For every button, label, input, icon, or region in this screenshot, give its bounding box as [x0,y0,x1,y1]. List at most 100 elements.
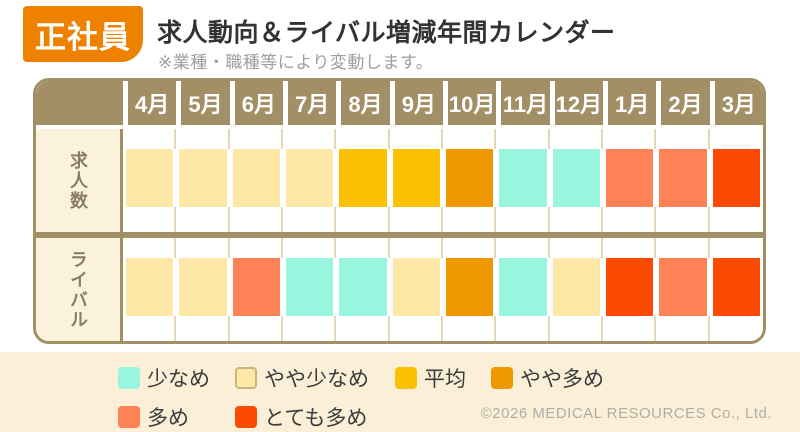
month-header: 9月 [389,81,443,125]
legend-label: やや少なめ [264,368,369,391]
legend-swatch [491,367,513,389]
cell-level-やや少なめ [552,258,600,316]
cell-level-少なめ [339,258,387,316]
cell-spacer [442,129,497,149]
row-label-text: 求人数 [68,150,88,211]
row-label: ライバル [36,238,123,341]
month-header: 2月 [656,81,710,125]
calendar-cell [656,258,710,316]
legend-swatch [118,406,140,428]
calendar-cell [176,258,230,316]
cell-spacer [229,316,283,341]
cell-spacer [602,207,657,232]
cell-spacer [389,129,443,149]
legend-swatch [118,367,140,389]
cell-level-やや少なめ [179,258,227,316]
calendar-cell [123,149,177,207]
legend-item: 平均 [395,363,491,393]
cell-spacer [336,316,390,341]
legend-item: やや多め [491,363,641,393]
cell-spacer [709,129,763,149]
cell-level-とても多め [605,258,654,316]
legend-label: やや多め [520,368,604,391]
cell-spacer [656,207,710,232]
cell-spacer [709,238,763,258]
month-header: 1月 [602,81,657,125]
page-title: 求人動向＆ライバル増減年間カレンダー [157,19,616,47]
cell-spacer [656,129,710,149]
cell-spacer [602,238,657,258]
legend-band: 少なめ やや少なめ 平均 やや多め多め とても多め ©2026 MEDICAL RESO… [0,352,800,432]
employment-type-badge: 正社員 [23,6,143,62]
cell-spacer [123,129,177,149]
cell-level-少なめ [499,258,547,316]
calendar-cell [602,149,657,207]
cell-level-少なめ [499,149,547,207]
row-label-text: ライバル [68,249,88,330]
cell-spacer [602,316,657,341]
cell-spacer [549,207,603,232]
legend-label: 多め [147,407,189,430]
cell-spacer [336,238,390,258]
copyright-text: ©2026 MEDICAL RESOURCES Co., Ltd. [480,405,772,422]
calendar-row: 求人数 [36,129,763,232]
legend-label: 平均 [424,368,466,391]
calendar-cell [496,258,550,316]
cell-level-とても多め [712,149,760,207]
calendar-table: 4月 5月 6月 7月 8月 9月 10月 11月 12月 1月 2月 3月 求人数 ライバル [33,78,766,344]
legend-swatch [235,367,257,389]
cell-spacer [549,238,603,258]
row-label: 求人数 [36,129,123,232]
cell-spacer [229,238,283,258]
cell-spacer [496,238,550,258]
cell-level-とても多め [712,258,760,316]
cell-spacer [176,129,230,149]
legend-item: とても多め [235,402,395,432]
month-header: 4月 [123,81,177,125]
cell-level-やや少なめ [285,149,334,207]
month-header: 10月 [442,81,497,125]
calendar-cell [496,149,550,207]
cell-level-やや多め [445,258,494,316]
cell-spacer [442,238,497,258]
calendar-row: ライバル [36,238,763,341]
legend-swatch [395,367,417,389]
legend-item: 多め [118,402,235,432]
cell-level-やや多め [445,149,494,207]
cell-level-多め [605,149,654,207]
cell-spacer [336,207,390,232]
calendar-cell [176,149,230,207]
month-header: 3月 [709,81,763,125]
calendar-cell [123,258,177,316]
cell-spacer [229,129,283,149]
calendar-cell [229,149,283,207]
cell-level-やや少なめ [126,149,174,207]
month-header: 5月 [176,81,230,125]
legend-item: 少なめ [118,363,235,393]
cell-spacer [496,207,550,232]
month-header: 6月 [229,81,283,125]
header-gap [36,125,763,129]
legend: 少なめ やや少なめ 平均 やや多め多め とても多め [0,352,800,432]
calendar-cell [709,258,763,316]
cell-spacer [709,207,763,232]
cell-spacer [549,316,603,341]
cell-spacer [656,316,710,341]
calendar-cell [282,258,337,316]
cell-spacer [123,207,177,232]
cell-spacer [442,316,497,341]
row-divider [36,232,763,238]
cell-spacer [176,207,230,232]
cell-spacer [123,238,177,258]
cell-spacer [496,316,550,341]
cell-spacer [496,129,550,149]
legend-item: やや少なめ [235,363,395,393]
cell-level-やや少なめ [126,258,174,316]
month-header: 12月 [549,81,603,125]
cell-spacer [389,207,443,232]
cell-level-少なめ [552,149,600,207]
cell-spacer [549,129,603,149]
cell-level-平均 [339,149,387,207]
cell-spacer [336,129,390,149]
cell-spacer [176,316,230,341]
